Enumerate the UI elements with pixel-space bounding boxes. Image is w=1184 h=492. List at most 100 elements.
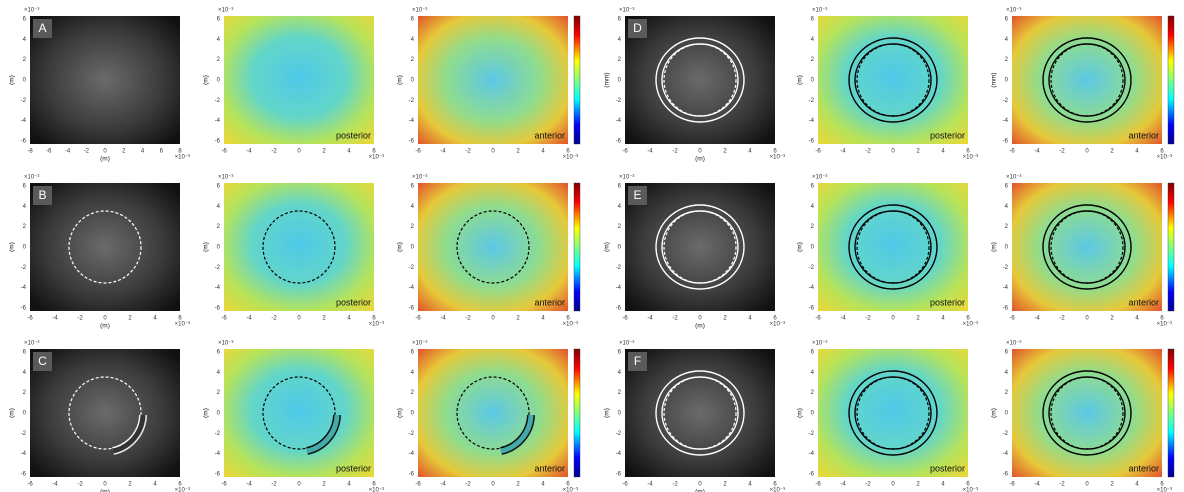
x-tick-label: -4 [246, 149, 252, 155]
x-tick-label: -6 [415, 316, 421, 322]
y-tick-label: -6 [1003, 306, 1009, 312]
y-tick-label: 0 [23, 411, 27, 417]
x-tick-label: 4 [153, 482, 157, 488]
y-tick-label: -2 [616, 431, 622, 437]
y-exponent: ×10⁻³ [619, 8, 634, 14]
colorbar [1168, 183, 1174, 311]
y-tick-label: -6 [215, 472, 221, 478]
x-tick-label: 2 [1110, 316, 1114, 322]
y-tick-label: -2 [809, 265, 815, 271]
y-tick-label: 2 [411, 224, 415, 230]
heatmap-image [1012, 349, 1162, 477]
x-tick-label: 0 [103, 316, 107, 322]
y-tick-label: 6 [411, 17, 415, 23]
y-tick-label: -2 [215, 431, 221, 437]
x-tick-label: 4 [347, 482, 351, 488]
y-tick-label: 6 [811, 184, 815, 190]
grayscale-image [625, 16, 775, 144]
y-axis-label: (m) [991, 242, 998, 252]
x-tick-label: -6 [221, 149, 227, 155]
y-tick-label: 0 [23, 78, 27, 84]
x-tick-label: -4 [840, 316, 846, 322]
x-tick-label: -6 [415, 149, 421, 155]
view-tag: posterior [336, 297, 371, 307]
heatmap-image [224, 16, 374, 144]
x-exponent: ×10⁻³ [770, 488, 785, 492]
panel-letter: E [633, 188, 641, 202]
y-tick-label: 6 [618, 17, 622, 23]
x-tick-label: 0 [698, 482, 702, 488]
x-tick-label: 2 [916, 482, 920, 488]
panel-letter: F [634, 354, 641, 368]
y-exponent: ×10⁻³ [1006, 175, 1021, 181]
x-tick-label: -2 [865, 316, 871, 322]
x-tick-label: -4 [647, 149, 653, 155]
x-tick-label: -2 [1059, 316, 1065, 322]
x-tick-label: -8 [27, 149, 33, 155]
x-tick-label: -6 [1009, 149, 1015, 155]
heatmap-image [418, 16, 568, 144]
y-tick-label: -2 [215, 98, 221, 104]
x-tick-label: 2 [516, 149, 520, 155]
y-tick-label: 2 [618, 57, 622, 63]
y-tick-label: -6 [616, 472, 622, 478]
y-tick-label: 4 [411, 370, 415, 376]
y-exponent: ×10⁻³ [24, 175, 39, 181]
y-tick-label: 0 [411, 411, 415, 417]
x-tick-label: 4 [748, 149, 752, 155]
y-tick-label: 4 [23, 37, 27, 43]
y-tick-label: 4 [23, 370, 27, 376]
x-tick-label: 2 [128, 316, 132, 322]
y-tick-label: -4 [809, 118, 815, 124]
x-tick-label: 4 [941, 482, 945, 488]
x-tick-label: 4 [541, 149, 545, 155]
x-tick-label: 2 [1110, 482, 1114, 488]
x-tick-label: 0 [1085, 149, 1089, 155]
y-tick-label: -6 [809, 472, 815, 478]
x-tick-label: 2 [122, 149, 126, 155]
x-tick-label: 0 [297, 482, 301, 488]
y-tick-label: 0 [1005, 245, 1009, 251]
x-axis-label: (m) [695, 156, 705, 163]
y-tick-label: -2 [616, 98, 622, 104]
x-tick-label: -4 [647, 316, 653, 322]
y-tick-label: 4 [217, 370, 221, 376]
y-axis-label: (m) [397, 242, 404, 252]
x-tick-label: -4 [440, 149, 446, 155]
y-tick-label: 6 [217, 184, 221, 190]
page: 6420-2-4-6-8-6-4-202468(m)×10⁻³×10⁻³(m)A… [0, 0, 1184, 492]
y-tick-label: -6 [21, 306, 27, 312]
y-tick-label: -2 [409, 265, 415, 271]
y-tick-label: -2 [21, 98, 27, 104]
y-tick-label: 4 [1005, 37, 1009, 43]
x-tick-label: 0 [698, 316, 702, 322]
x-tick-label: -2 [271, 316, 277, 322]
y-tick-label: 6 [1005, 184, 1009, 190]
y-axis-label: (m) [797, 242, 804, 252]
y-tick-label: 0 [618, 78, 622, 84]
x-tick-label: -2 [84, 149, 90, 155]
y-tick-label: 4 [811, 204, 815, 210]
y-tick-label: -4 [215, 118, 221, 124]
x-tick-label: -4 [65, 149, 71, 155]
x-tick-label: -4 [440, 482, 446, 488]
y-tick-label: -4 [21, 451, 27, 457]
y-tick-label: 4 [1005, 204, 1009, 210]
heatmap-image [224, 183, 374, 311]
y-axis-label: (m) [797, 408, 804, 418]
view-tag: anterior [1128, 130, 1159, 140]
y-tick-label: 4 [411, 37, 415, 43]
view-tag: anterior [1128, 463, 1159, 473]
y-tick-label: 0 [1005, 411, 1009, 417]
y-tick-label: 4 [811, 37, 815, 43]
y-axis-label: (m) [9, 75, 16, 85]
y-tick-label: 0 [811, 78, 815, 84]
y-tick-label: 4 [411, 204, 415, 210]
colorbar [574, 183, 580, 311]
x-tick-label: -2 [77, 316, 83, 322]
x-axis-label: (m) [100, 323, 110, 330]
y-exponent: ×10⁻³ [412, 8, 427, 14]
x-tick-label: 2 [916, 149, 920, 155]
x-tick-label: 2 [516, 482, 520, 488]
x-tick-label: -4 [440, 316, 446, 322]
